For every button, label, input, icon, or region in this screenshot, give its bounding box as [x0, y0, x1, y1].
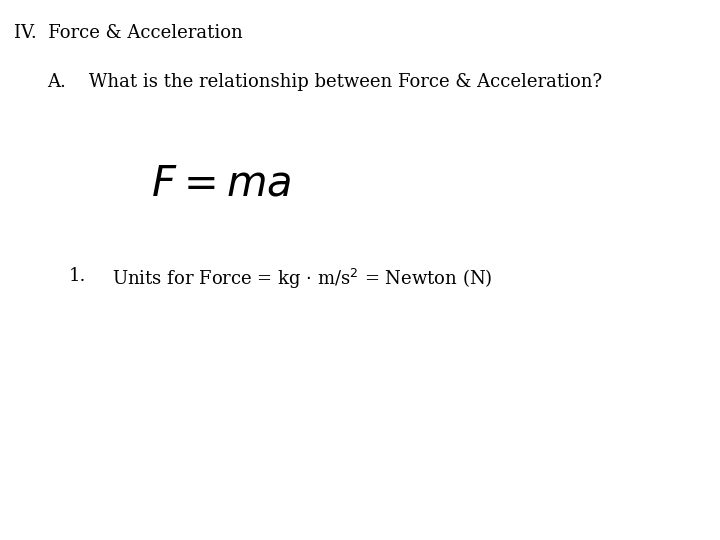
Text: A.    What is the relationship between Force & Acceleration?: A. What is the relationship between Forc…: [47, 73, 602, 91]
Text: Units for Force = kg $\cdot$ m/s$^2$ = Newton (N): Units for Force = kg $\cdot$ m/s$^2$ = N…: [112, 267, 492, 292]
Text: IV.  Force & Acceleration: IV. Force & Acceleration: [14, 24, 243, 42]
Text: $F = ma$: $F = ma$: [151, 162, 292, 204]
Text: 1.: 1.: [68, 267, 86, 285]
